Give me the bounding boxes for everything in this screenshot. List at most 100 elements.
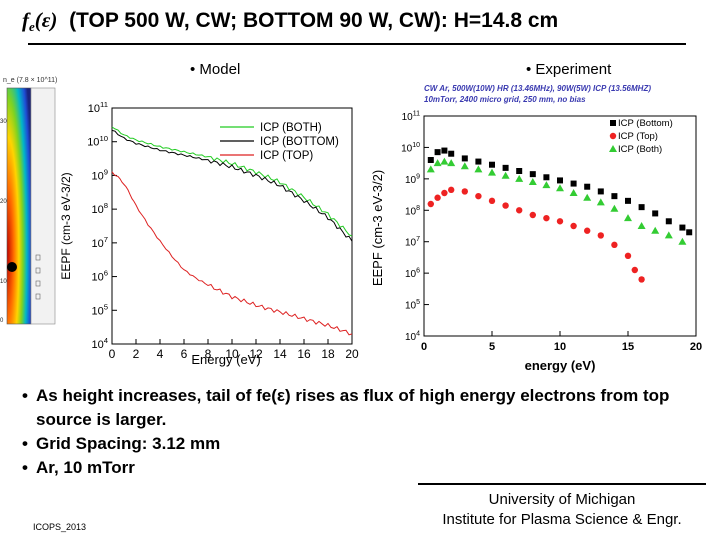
model-y-tick-label: 107: [91, 235, 108, 250]
experiment-data-point: [529, 171, 536, 178]
university-name: University of Michigan: [488, 491, 636, 508]
model-x-tick-label: 16: [297, 347, 311, 361]
experiment-legend-swatch: [609, 145, 617, 152]
model-y-axis-label: EEPF (cm-3 eV-3/2): [60, 172, 73, 279]
experiment-y-tick-label: 109: [405, 173, 420, 186]
model-x-tick-label: 8: [205, 347, 212, 361]
experiment-data-point: [570, 222, 577, 230]
experiment-data-point: [488, 197, 496, 205]
experiment-data-point: [624, 252, 632, 260]
experiment-legend-swatch: [610, 120, 616, 126]
model-x-tick-label: 0: [109, 347, 116, 361]
inset-tick: 30: [0, 119, 7, 125]
model-x-tick-label: 14: [273, 347, 287, 361]
experiment-data-point: [637, 222, 646, 229]
bullet-text: As height increases, tail of fe(ε) rises…: [36, 386, 670, 429]
experiment-data-point: [474, 165, 483, 173]
experiment-data-point: [678, 237, 687, 245]
experiment-y-tick-label: 107: [405, 236, 420, 249]
conference-tag: ICOPS_2013: [33, 522, 87, 532]
experiment-x-tick-label: 10: [554, 341, 566, 353]
experiment-data-point: [440, 157, 449, 165]
experiment-data-point: [475, 192, 482, 200]
experiment-x-tick-label: 5: [489, 341, 495, 353]
model-y-tick-label: 104: [91, 336, 108, 351]
experiment-data-point: [427, 157, 434, 163]
experiment-data-point: [611, 241, 618, 249]
model-x-tick-label: 4: [157, 347, 164, 361]
experiment-data-point: [638, 204, 645, 211]
inset-tick: 20: [0, 199, 7, 205]
experiment-y-tick-label: 105: [405, 299, 420, 312]
bullet-text: Grid Spacing: 3.12 mm: [36, 434, 221, 453]
experiment-data-point: [664, 231, 673, 239]
experiment-y-tick-label: 106: [405, 268, 420, 281]
model-x-tick-label: 10: [225, 347, 239, 361]
experiment-y-tick-label: 104: [405, 331, 420, 344]
experiment-legend-swatch: [609, 132, 617, 140]
experiment-data-point: [516, 168, 523, 174]
experiment-data-point: [651, 226, 660, 234]
experiment-y-tick-label: 108: [405, 205, 420, 218]
experiment-data-point: [679, 224, 686, 231]
title-symbol: f: [22, 8, 29, 32]
inset-label: n_e (7.8 × 10^11): [3, 77, 57, 84]
bullet-text: Ar, 10 mTorr: [36, 458, 135, 477]
experiment-data-point: [543, 214, 550, 222]
experiment-chart: CW Ar, 500W(10W) HR (13.46MHz), 90W(5W) …: [370, 84, 702, 373]
model-chart: 104 105 106 107 108 109 1010 1011 0 2 4 6 8 10 12 14 16…: [60, 100, 359, 367]
slide-title: fe(ε) (TOP 500 W, CW; BOTTOM 90 W, CW): …: [22, 8, 712, 35]
experiment-data-point: [631, 266, 638, 274]
experiment-data-point: [448, 150, 455, 157]
inset-tick: 10: [0, 279, 7, 285]
model-y-tick-label: 108: [91, 201, 108, 216]
inset-port: [35, 267, 41, 274]
model-y-tick-label: 106: [91, 269, 108, 284]
model-x-tick-label: 6: [181, 347, 188, 361]
model-x-tick-label: 12: [249, 347, 263, 361]
experiment-data-point: [556, 184, 564, 192]
model-x-tick-label: 20: [345, 347, 359, 361]
experiment-data-point: [596, 198, 605, 206]
title-text: (TOP 500 W, CW; BOTTOM 90 W, CW): H=14.8…: [69, 9, 559, 32]
model-legend-label: ICP (BOTH): [260, 122, 322, 134]
experiment-data-point: [516, 207, 523, 214]
experiment-data-point: [542, 181, 551, 189]
title-arg: (ε): [34, 8, 58, 32]
affiliation: University of Michigan Institute for Pla…: [418, 490, 706, 530]
experiment-data-point: [515, 174, 524, 182]
footer-divider: [418, 483, 706, 485]
experiment-data-point: [502, 164, 509, 171]
model-y-tick-label: 109: [91, 167, 108, 182]
experiment-data-point: [597, 188, 604, 195]
experiment-subtitle-line2: 10mTorr, 2400 micro grid, 250 mm, no bia…: [424, 95, 586, 104]
experiment-data-point: [434, 149, 441, 156]
experiment-data-point: [686, 229, 693, 236]
experiment-data-point: [460, 162, 469, 170]
experiment-data-point: [433, 159, 442, 167]
experiment-data-point: [441, 189, 448, 197]
experiment-subtitle-line1: CW Ar, 500W(10W) HR (13.46MHz), 90W(5W) …: [424, 84, 651, 93]
experiment-data-point: [557, 177, 563, 184]
experiment-data-point: [488, 168, 496, 176]
model-x-tick-label: 18: [321, 347, 335, 361]
experiment-data-point: [625, 197, 631, 204]
experiment-data-point: [441, 147, 448, 154]
experiment-y-axis-label: EEPF (cm-3 eV-3/2): [370, 170, 385, 286]
experiment-x-tick-label: 15: [622, 341, 634, 353]
experiment-data-point: [556, 218, 564, 225]
title-subscript: e: [29, 19, 35, 34]
model-legend-label: ICP (BOTTOM): [260, 136, 339, 148]
experiment-header: • Experiment: [526, 61, 612, 78]
experiment-legend-label: ICP (Both): [618, 144, 662, 155]
experiment-data-point: [461, 155, 468, 162]
experiment-data-point: [528, 178, 537, 185]
institute-name: Institute for Plasma Science & Engr.: [442, 511, 682, 528]
experiment-legend-label: ICP (Top): [618, 131, 658, 142]
experiment-data-point: [611, 193, 618, 200]
experiment-data-point: [434, 194, 441, 201]
inset-port: [35, 254, 41, 261]
title-divider: [28, 43, 686, 45]
model-legend-label: ICP (TOP): [260, 150, 313, 162]
experiment-x-axis-label: energy (eV): [525, 358, 596, 373]
